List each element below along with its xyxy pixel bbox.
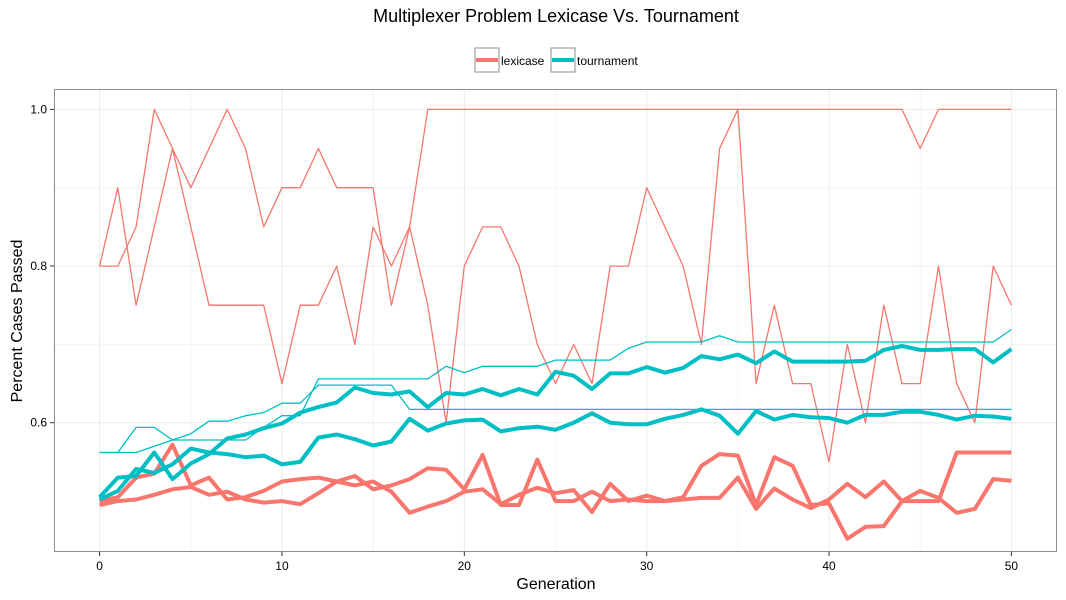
x-tick-label: 10 bbox=[275, 559, 289, 573]
y-tick-label: 1.0 bbox=[30, 102, 47, 116]
y-tick-label: 0.6 bbox=[30, 416, 47, 430]
y-tick-label: 0.8 bbox=[30, 259, 47, 273]
series-line-lexicase-best bbox=[99, 108, 1012, 306]
legend-label-tournament: tournament bbox=[577, 54, 638, 68]
series-line-lexicase-best bbox=[98, 108, 1012, 463]
series-line-lexicase-mean bbox=[99, 442, 1012, 541]
series-lines bbox=[98, 108, 1013, 541]
x-tick-label: 40 bbox=[822, 559, 836, 573]
plot-panel-border bbox=[54, 89, 1057, 552]
x-tick-label: 0 bbox=[96, 559, 103, 573]
y-axis-title: Percent Cases Passed bbox=[9, 240, 26, 403]
x-axis-title: Generation bbox=[516, 576, 595, 593]
legend-label-lexicase: lexicase bbox=[501, 54, 545, 68]
series-line-tournament-best bbox=[99, 384, 1012, 454]
series-line-tournament-mean bbox=[98, 407, 1012, 502]
x-axis: 0 10 20 30 40 50 bbox=[96, 552, 1018, 573]
series-line-tournament-best bbox=[99, 328, 1012, 454]
series-line-lexicase-mean bbox=[99, 475, 1012, 515]
x-tick-label: 30 bbox=[640, 559, 654, 573]
series-line-tournament-mean bbox=[98, 344, 1013, 499]
legend: lexicase tournament bbox=[474, 47, 638, 73]
x-tick-label: 50 bbox=[1005, 559, 1019, 573]
x-tick-label: 20 bbox=[458, 559, 472, 573]
chart-title: Multiplexer Problem Lexicase Vs. Tournam… bbox=[373, 6, 739, 26]
y-axis: 0.6 0.8 1.0 bbox=[30, 102, 54, 430]
